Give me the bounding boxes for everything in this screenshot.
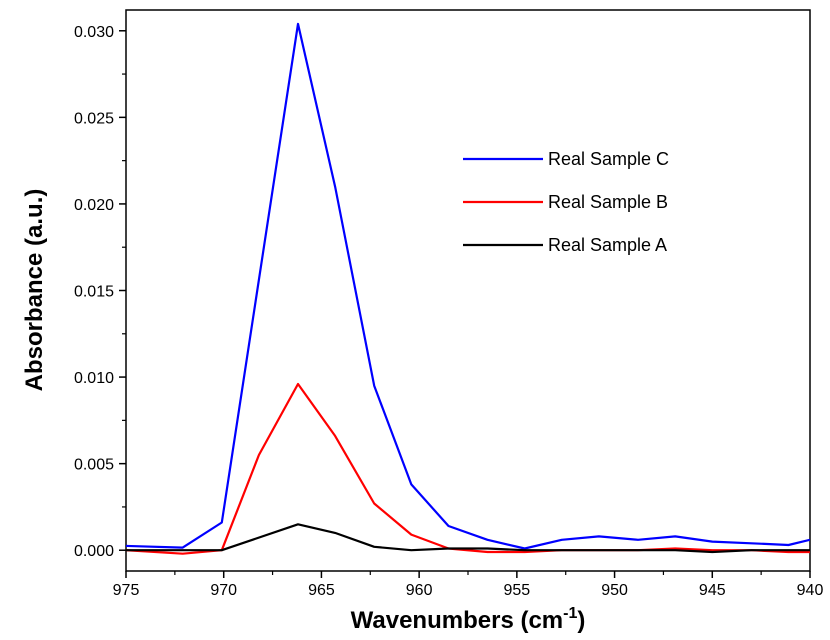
legend: Real Sample C Real Sample B Real Sample A <box>463 149 669 255</box>
axis-ticks: 975 970 965 960 955 950 945 940 0.000 0.005 0.010 0… <box>74 24 823 599</box>
series-line-real-sample-b <box>126 382 810 555</box>
x-tick-label: 960 <box>406 582 433 599</box>
plot-frame <box>125 9 811 572</box>
x-axis-title-suffix: ) <box>577 607 585 634</box>
y-tick-label: 0.015 <box>74 284 114 301</box>
y-tick-label: 0.010 <box>74 370 114 387</box>
legend-label: Real Sample C <box>548 149 669 169</box>
series-lines <box>126 22 810 555</box>
y-tick-label: 0.005 <box>74 457 114 474</box>
y-tick-label: 0.025 <box>74 110 114 127</box>
y-tick-label: 0.000 <box>74 543 114 560</box>
y-tick-label: 0.020 <box>74 197 114 214</box>
x-tick-label: 965 <box>308 582 335 599</box>
x-tick-label: 945 <box>699 582 726 599</box>
x-tick-label: 975 <box>113 582 140 599</box>
x-tick-label: 970 <box>210 582 237 599</box>
x-tick-label: 940 <box>797 582 824 599</box>
y-axis-title: Absorbance (a.u.) <box>21 189 48 392</box>
legend-label: Real Sample B <box>548 192 668 212</box>
series-line-real-sample-c <box>126 22 810 550</box>
x-axis-title-text: Wavenumbers (cm <box>351 607 564 634</box>
x-tick-label: 955 <box>504 582 531 599</box>
series-line-real-sample-a <box>126 523 810 554</box>
x-axis-title: Wavenumbers (cm-1) <box>351 605 586 634</box>
legend-label: Real Sample A <box>548 235 667 255</box>
x-tick-label: 950 <box>601 582 628 599</box>
y-tick-label: 0.030 <box>74 24 114 41</box>
x-axis-title-superscript: -1 <box>563 605 577 622</box>
